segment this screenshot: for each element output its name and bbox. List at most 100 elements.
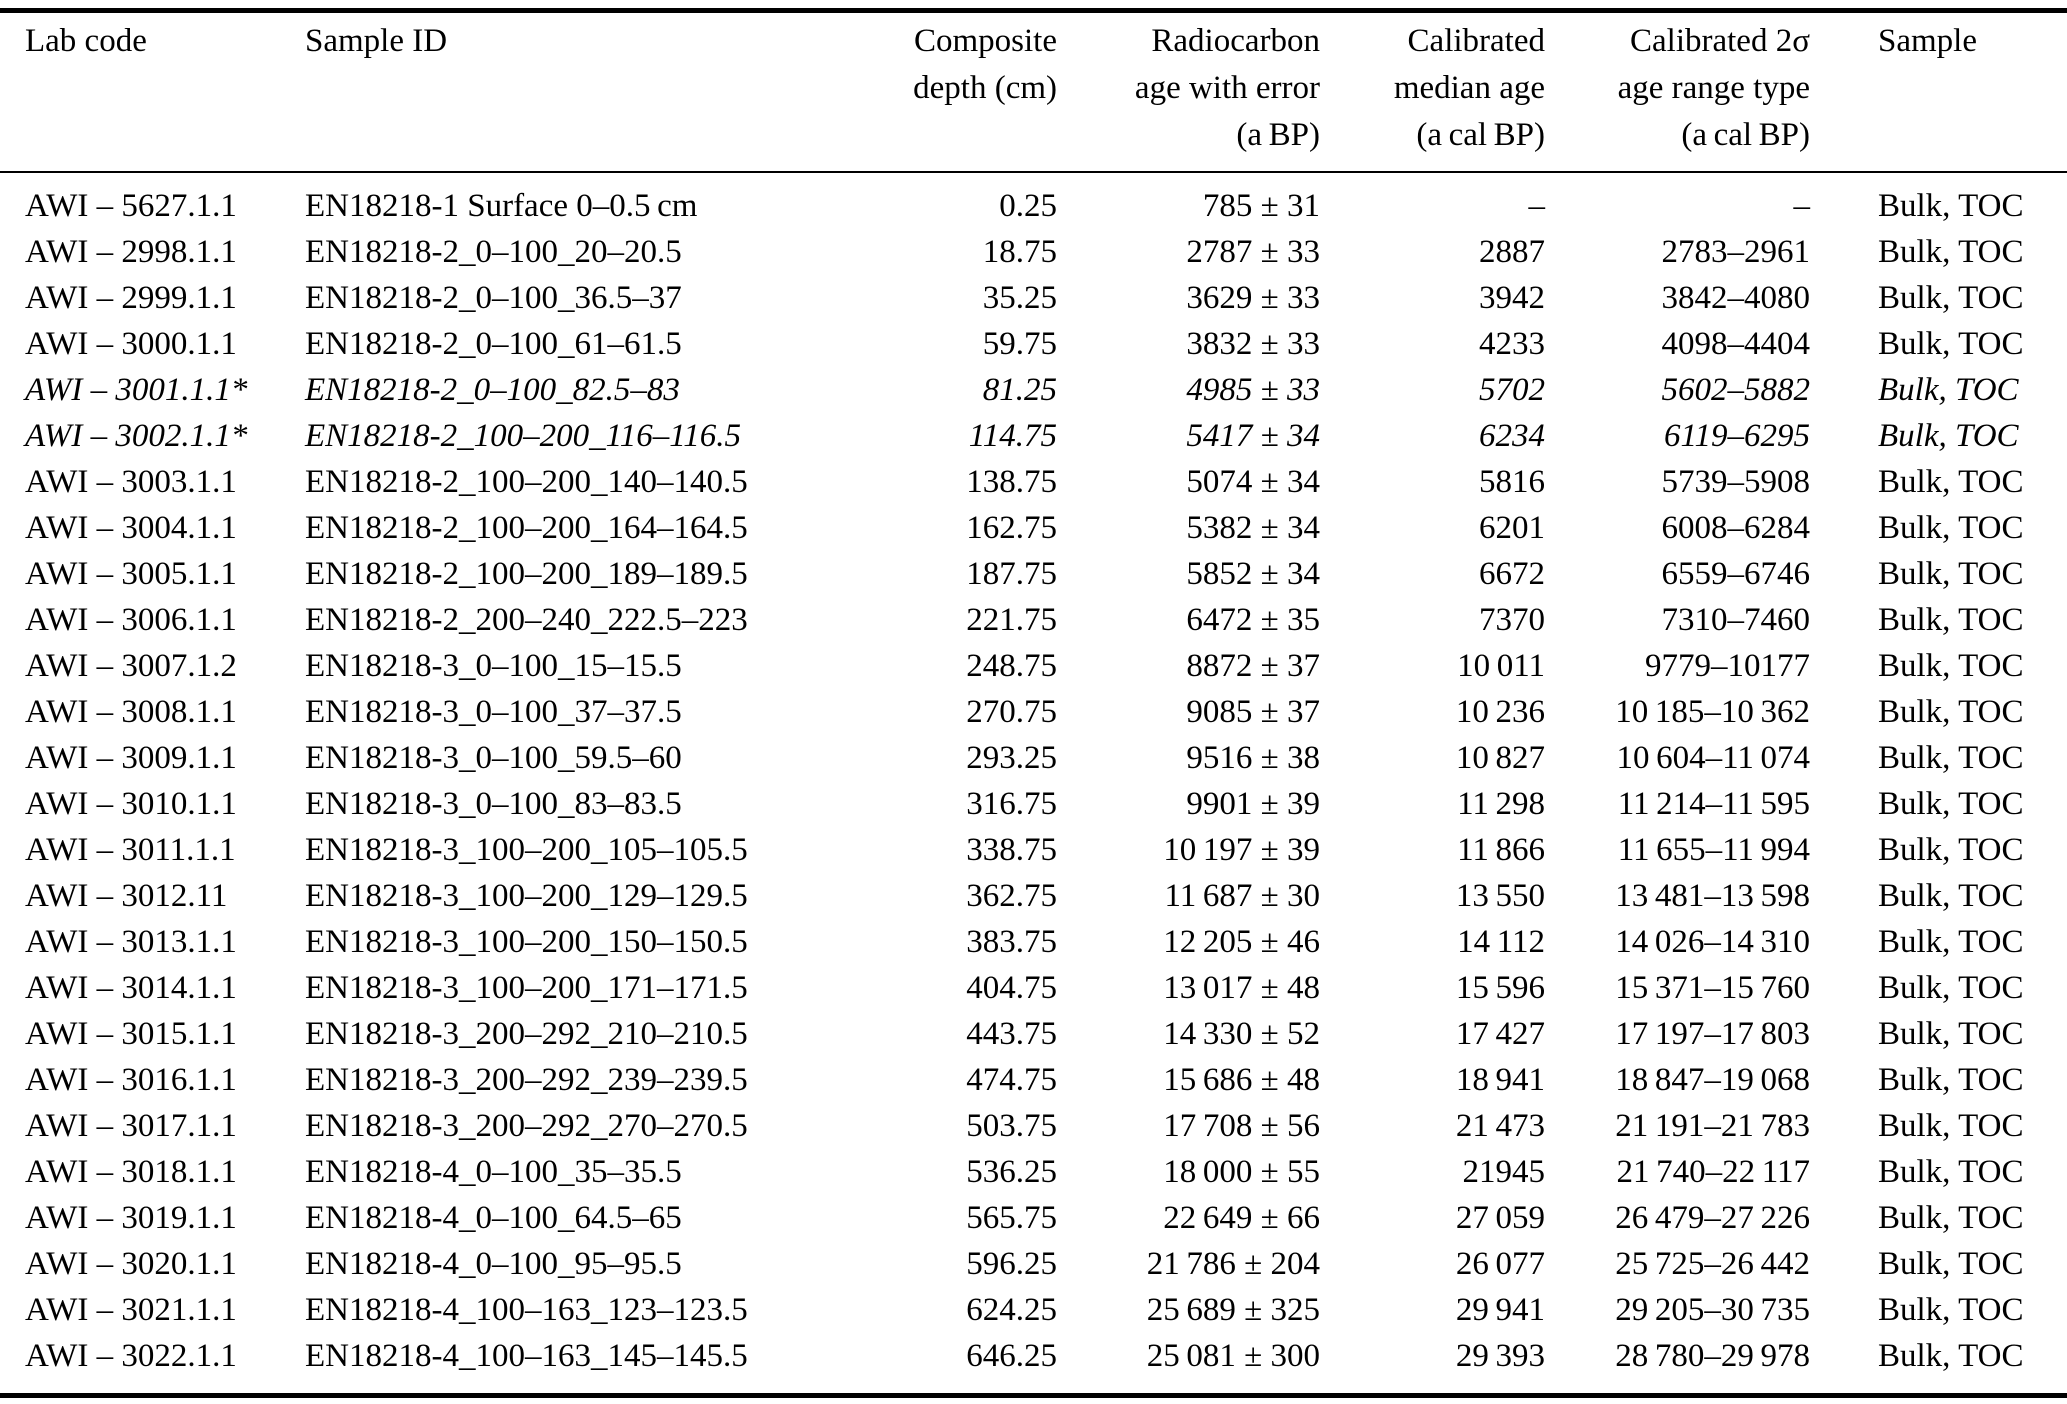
cell-sample_id: EN18218-4_0–100_64.5–65 [305, 1200, 682, 1236]
table-row: AWI – 3001.1.1* EN18218-2_0–100_82.5–83 81… [0, 367, 2067, 413]
cell-median_age: 10 011 [1457, 648, 1545, 684]
cell-sample: Bulk, TOC [1878, 326, 2024, 362]
cell-composite_depth: 503.75 [966, 1108, 1057, 1144]
column-header-age_range: Calibrated 2σ age range type (a cal BP) [1545, 10, 1810, 173]
cell-sample: Bulk, TOC [1878, 602, 2024, 638]
cell-radiocarbon_age: 11 687 ± 30 [1164, 878, 1321, 914]
cell-radiocarbon_age: 2787 ± 33 [1186, 234, 1320, 270]
cell-radiocarbon_age: 5852 ± 34 [1186, 556, 1320, 592]
table-row: AWI – 2998.1.1 EN18218-2_0–100_20–20.5 18.… [0, 229, 2067, 275]
table-row: AWI – 3012.11 EN18218-3_100–200_129–129.5… [0, 873, 2067, 919]
cell-composite_depth: 474.75 [966, 1062, 1057, 1098]
header-line: Calibrated [1407, 23, 1545, 59]
cell-sample_id: EN18218-3_100–200_150–150.5 [305, 924, 748, 960]
cell-sample: Bulk, TOC [1878, 1338, 2024, 1374]
cell-radiocarbon_age: 25 081 ± 300 [1146, 1338, 1320, 1374]
cell-sample: Bulk, TOC [1878, 878, 2024, 914]
cell-composite_depth: 248.75 [966, 648, 1057, 684]
header-line: (a BP) [1236, 117, 1320, 153]
cell-sample_id: EN18218-2_100–200_140–140.5 [305, 464, 748, 500]
cell-age_range: 5602–5882 [1661, 372, 1811, 408]
cell-median_age: 29 393 [1455, 1338, 1545, 1374]
cell-age_range: 18 847–19 068 [1615, 1062, 1810, 1098]
cell-lab_code: AWI – 3007.1.2 [25, 648, 237, 684]
cell-lab_code: AWI – 3014.1.1 [25, 970, 237, 1006]
cell-median_age: 13 550 [1455, 878, 1545, 914]
cell-radiocarbon_age: 5417 ± 34 [1186, 418, 1320, 454]
cell-sample_id: EN18218-4_100–163_123–123.5 [305, 1292, 748, 1328]
cell-age_range: – [1793, 188, 1811, 224]
table-row: AWI – 3010.1.1 EN18218-3_0–100_83–83.5 316… [0, 781, 2067, 827]
cell-radiocarbon_age: 15 686 ± 48 [1163, 1062, 1320, 1098]
cell-median_age: 27 059 [1455, 1200, 1545, 1236]
cell-composite_depth: 565.75 [966, 1200, 1057, 1236]
cell-age_range: 11 214–11 595 [1617, 786, 1810, 822]
cell-radiocarbon_age: 25 689 ± 325 [1146, 1292, 1320, 1328]
cell-age_range: 14 026–14 310 [1615, 924, 1810, 960]
cell-age_range: 10 604–11 074 [1616, 740, 1811, 776]
cell-sample: Bulk, TOC [1878, 234, 2024, 270]
cell-age_range: 4098–4404 [1661, 326, 1811, 362]
cell-median_age: 29 941 [1455, 1292, 1545, 1328]
cell-sample_id: EN18218-2_200–240_222.5–223 [305, 602, 748, 638]
cell-lab_code: AWI – 3015.1.1 [25, 1016, 237, 1052]
cell-age_range: 17 197–17 803 [1615, 1016, 1810, 1052]
cell-sample: Bulk, TOC [1878, 924, 2024, 960]
header-line: Sample ID [305, 23, 448, 59]
table-body: AWI – 5627.1.1 EN18218-1 Surface 0–0.5 cm… [0, 172, 2067, 1396]
cell-lab_code: AWI – 5627.1.1 [25, 188, 237, 224]
cell-lab_code: AWI – 3002.1.1* [25, 418, 248, 454]
cell-radiocarbon_age: 12 205 ± 46 [1163, 924, 1320, 960]
table-row: AWI – 3013.1.1 EN18218-3_100–200_150–150.… [0, 919, 2067, 965]
cell-median_age: 6234 [1479, 418, 1545, 454]
cell-sample: Bulk, TOC [1878, 1062, 2024, 1098]
cell-lab_code: AWI – 3018.1.1 [25, 1154, 237, 1190]
cell-lab_code: AWI – 3000.1.1 [25, 326, 237, 362]
cell-sample_id: EN18218-2_0–100_61–61.5 [305, 326, 682, 362]
cell-median_age: 26 077 [1455, 1246, 1545, 1282]
cell-age_range: 6008–6284 [1661, 510, 1811, 546]
cell-composite_depth: 596.25 [966, 1246, 1057, 1282]
cell-radiocarbon_age: 4985 ± 33 [1186, 372, 1320, 408]
cell-sample_id: EN18218-3_100–200_171–171.5 [305, 970, 748, 1006]
table-row: AWI – 3020.1.1 EN18218-4_0–100_95–95.5 596… [0, 1241, 2067, 1287]
cell-composite_depth: 536.25 [966, 1154, 1057, 1190]
cell-sample: Bulk, TOC [1878, 694, 2024, 730]
table-row: AWI – 3003.1.1 EN18218-2_100–200_140–140.… [0, 459, 2067, 505]
cell-lab_code: AWI – 3008.1.1 [25, 694, 237, 730]
cell-radiocarbon_age: 13 017 ± 48 [1163, 970, 1320, 1006]
cell-age_range: 6119–6295 [1663, 418, 1810, 454]
cell-radiocarbon_age: 9516 ± 38 [1186, 740, 1320, 776]
cell-composite_depth: 162.75 [966, 510, 1057, 546]
cell-sample_id: EN18218-3_200–292_270–270.5 [305, 1108, 748, 1144]
table-row: AWI – 3005.1.1 EN18218-2_100–200_189–189.… [0, 551, 2067, 597]
table-row: AWI – 3004.1.1 EN18218-2_100–200_164–164.… [0, 505, 2067, 551]
cell-lab_code: AWI – 3013.1.1 [25, 924, 237, 960]
cell-lab_code: AWI – 3011.1.1 [25, 832, 236, 868]
cell-lab_code: AWI – 3020.1.1 [25, 1246, 237, 1282]
column-header-sample_id: Sample ID [305, 10, 850, 173]
cell-lab_code: AWI – 3001.1.1* [25, 372, 248, 408]
cell-lab_code: AWI – 2999.1.1 [25, 280, 237, 316]
column-header-lab_code: Lab code [0, 10, 305, 173]
cell-sample: Bulk, TOC [1878, 740, 2024, 776]
cell-sample_id: EN18218-2_100–200_189–189.5 [305, 556, 748, 592]
cell-sample: Bulk, TOC [1878, 372, 2019, 408]
cell-composite_depth: 443.75 [966, 1016, 1057, 1052]
cell-sample: Bulk, TOC [1878, 1108, 2024, 1144]
cell-median_age: 4233 [1479, 326, 1545, 362]
cell-composite_depth: 404.75 [966, 970, 1057, 1006]
cell-lab_code: AWI – 3012.11 [25, 878, 228, 914]
cell-median_age: 15 596 [1455, 970, 1545, 1006]
cell-age_range: 21 740–22 117 [1616, 1154, 1811, 1190]
cell-median_age: 17 427 [1455, 1016, 1545, 1052]
cell-sample_id: EN18218-3_100–200_129–129.5 [305, 878, 748, 914]
table-row: AWI – 3014.1.1 EN18218-3_100–200_171–171.… [0, 965, 2067, 1011]
cell-sample_id: EN18218-2_100–200_116–116.5 [305, 418, 742, 454]
cell-composite_depth: 316.75 [966, 786, 1057, 822]
cell-median_age: 11 866 [1457, 832, 1545, 868]
cell-age_range: 13 481–13 598 [1615, 878, 1810, 914]
cell-radiocarbon_age: 3832 ± 33 [1186, 326, 1320, 362]
column-header-composite_depth: Composite depth (cm) [850, 10, 1057, 173]
cell-composite_depth: 338.75 [966, 832, 1057, 868]
